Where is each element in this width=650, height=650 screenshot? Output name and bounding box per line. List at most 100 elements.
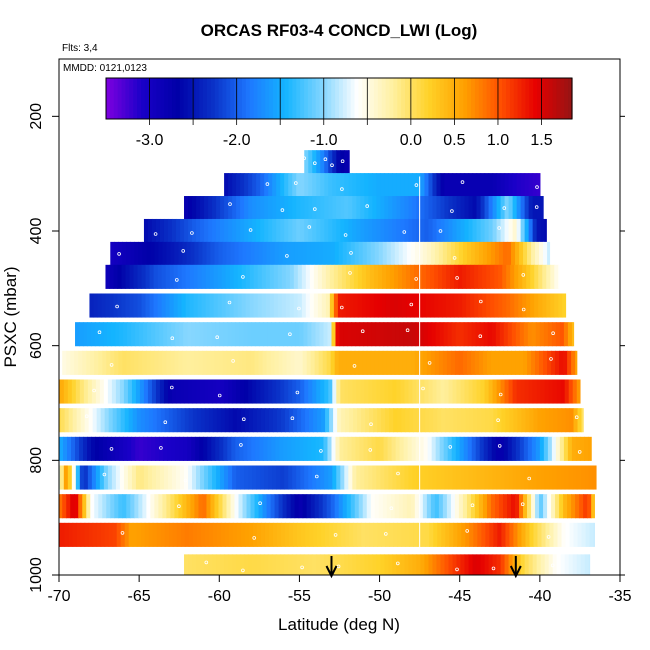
heat-cell <box>310 350 316 375</box>
heat-cell <box>376 554 381 575</box>
heat-cell <box>141 293 147 318</box>
heat-cell <box>384 554 389 575</box>
heat-cell <box>524 196 530 221</box>
heat-cell <box>476 554 482 575</box>
heat-cell <box>494 241 500 266</box>
heat-cell <box>83 379 89 404</box>
sample-marker <box>312 161 317 166</box>
heat-cell <box>191 322 196 347</box>
heat-cell <box>572 554 578 575</box>
heat-cell <box>108 522 114 547</box>
heat-cell <box>361 293 367 318</box>
heat-cell <box>188 408 194 433</box>
heat-cell <box>224 218 229 244</box>
heat-cell <box>519 322 525 347</box>
heat-cell <box>394 494 400 519</box>
heat-cell <box>510 293 515 318</box>
heat-cell <box>201 293 207 318</box>
heat-cell <box>480 465 486 490</box>
heat-cell <box>307 436 313 461</box>
heat-cell <box>332 173 337 198</box>
heat-cell <box>163 436 168 461</box>
heat-cell <box>462 494 468 519</box>
heat-cell <box>248 465 253 490</box>
heat-cell <box>534 264 539 289</box>
heat-cell <box>413 522 418 547</box>
heat-cell <box>226 241 232 266</box>
heat-cell <box>370 350 376 375</box>
heat-cell <box>175 322 180 347</box>
heat-cell <box>419 436 425 461</box>
heat-cell <box>504 218 510 244</box>
heat-cell <box>390 241 396 266</box>
heat-cell <box>389 522 394 547</box>
heat-cell <box>373 293 379 318</box>
heat-cell <box>299 322 305 347</box>
sample-marker <box>577 450 582 454</box>
heat-cell <box>324 554 329 575</box>
x-tick-label: -70 <box>47 588 70 605</box>
heat-cell <box>109 264 115 289</box>
heat-cell <box>374 494 380 519</box>
heat-cell <box>548 379 554 404</box>
heat-cell <box>470 293 475 318</box>
heat-cell <box>402 494 408 519</box>
heat-cell <box>224 196 229 221</box>
heat-cell <box>372 218 377 244</box>
heat-cell <box>308 196 313 221</box>
heat-cell <box>126 350 131 375</box>
heat-cell <box>356 196 361 221</box>
colorbar-cell <box>168 78 173 119</box>
heat-cell <box>569 408 575 433</box>
heat-cell <box>145 293 151 318</box>
heat-cell <box>459 322 465 347</box>
heat-cell <box>223 322 228 347</box>
heat-cell <box>298 241 304 266</box>
heat-cell <box>519 241 524 266</box>
heat-cell <box>279 322 284 347</box>
heat-cell <box>320 554 325 575</box>
heat-cell <box>378 350 384 375</box>
heat-cell <box>420 554 426 575</box>
heat-cell <box>228 196 233 221</box>
heat-cell <box>359 322 365 347</box>
sample-marker <box>340 159 345 164</box>
heat-cell <box>344 554 349 575</box>
heat-cell <box>190 494 196 519</box>
heat-cell <box>120 408 126 433</box>
heat-cell <box>449 408 454 433</box>
heat-cell <box>412 379 418 404</box>
heat-cell <box>538 293 543 318</box>
colorbar-cell <box>195 78 200 119</box>
heat-cell <box>240 522 246 547</box>
heat-cell <box>340 173 345 198</box>
heat-cell <box>401 408 406 433</box>
heat-cell <box>254 241 260 266</box>
sample-marker <box>241 568 245 573</box>
heat-cell <box>455 436 461 461</box>
heat-cell <box>62 494 67 519</box>
heat-cell <box>328 465 333 490</box>
heat-cell <box>194 350 200 375</box>
heat-cell <box>462 293 467 318</box>
heat-cell <box>268 408 274 433</box>
sample-marker <box>450 209 454 213</box>
heat-cell <box>265 293 271 318</box>
heat-cell <box>394 350 400 375</box>
heat-cell <box>345 264 351 289</box>
heat-cell <box>587 494 592 519</box>
heat-cell <box>427 322 433 347</box>
heat-cell <box>125 264 131 289</box>
heat-cell <box>478 350 484 375</box>
heat-cell <box>224 465 229 490</box>
heat-cell <box>430 264 435 289</box>
heat-cell <box>549 522 555 547</box>
colorbar-cell <box>521 78 526 119</box>
heat-cell <box>516 379 522 404</box>
heat-cell <box>150 494 155 519</box>
heat-cell <box>555 350 560 375</box>
heat-cell <box>383 436 389 461</box>
sample-marker <box>333 533 338 537</box>
heat-cell <box>432 196 438 221</box>
heat-cell <box>484 196 490 221</box>
